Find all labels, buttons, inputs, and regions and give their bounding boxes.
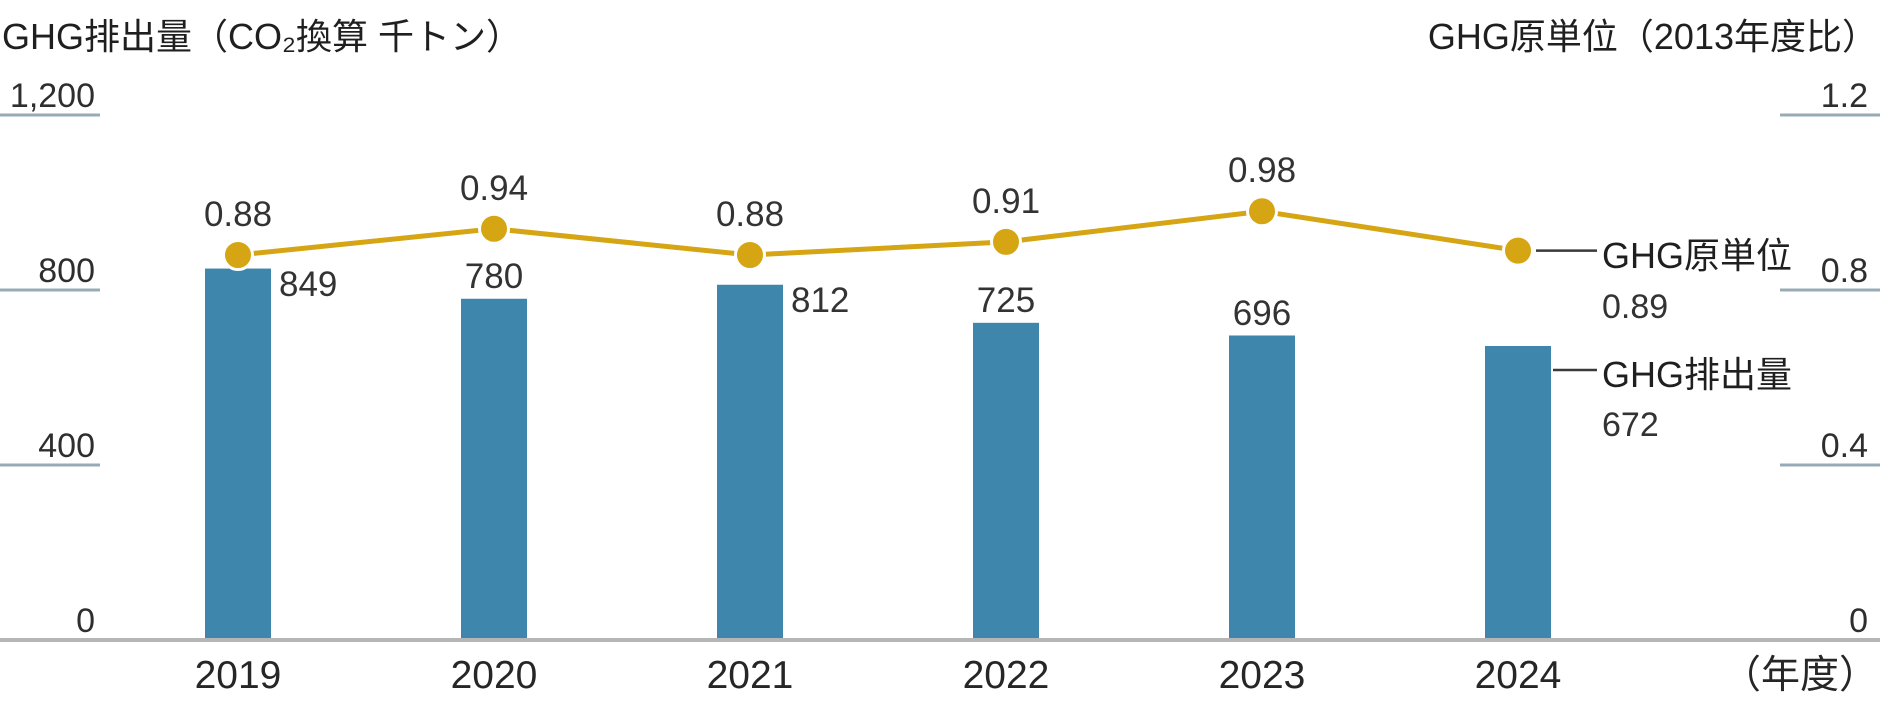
bar-2021: [717, 284, 783, 642]
bar-value-label: 725: [976, 281, 1036, 320]
right-axis-tick-label: 0.4: [1820, 427, 1868, 465]
x-axis-label-2019: 2019: [194, 654, 282, 697]
left-axis-tick-label: 0: [76, 602, 95, 640]
left-axis-tick-label: 800: [38, 252, 95, 290]
left-axis-title: GHG排出量（CO₂換算 千トン）: [2, 16, 522, 57]
right-axis-title: GHG原単位（2013年度比）: [1427, 16, 1878, 57]
line-marker-2019: [222, 239, 254, 271]
bar-2022: [973, 322, 1039, 642]
bar-value-label: 780: [464, 257, 524, 296]
bar-value-label: 812: [791, 281, 850, 320]
line-value-label: 0.91: [971, 182, 1041, 221]
left-axis-tick-label: 400: [38, 427, 95, 465]
bar-2019: [205, 268, 271, 642]
x-axis-label-2024: 2024: [1474, 654, 1562, 697]
legend-bar-value: 672: [1602, 406, 1659, 444]
x-axis-unit-label: （年度）: [1721, 654, 1878, 697]
x-axis-label-2020: 2020: [450, 654, 538, 697]
right-axis-tick-label: 0: [1849, 602, 1868, 640]
right-axis-tick-label: 1.2: [1820, 77, 1868, 115]
legend-bar-label: GHG排出量: [1602, 354, 1793, 395]
line-marker-2020: [478, 212, 510, 245]
bar-2023: [1229, 335, 1295, 642]
line-marker-2024: [1502, 234, 1534, 267]
line-value-label: 0.88: [715, 195, 785, 234]
line-marker-2021: [734, 239, 766, 271]
right-axis-tick-label: 0.8: [1820, 252, 1868, 290]
intensity-line: [237, 208, 1519, 258]
line-value-label: 0.98: [1227, 151, 1297, 190]
left-axis-tick-label: 1,200: [9, 77, 95, 115]
bar-2024: [1485, 346, 1551, 642]
line-marker-2023: [1246, 195, 1278, 228]
legend-line-label: GHG原単位: [1602, 235, 1793, 276]
line-marker-2022: [990, 225, 1022, 258]
bar-2020: [461, 298, 527, 642]
line-value-label: 0.88: [203, 195, 273, 234]
x-axis-label-2023: 2023: [1218, 654, 1306, 697]
x-axis-label-2022: 2022: [962, 654, 1050, 697]
bar-value-label: 696: [1232, 294, 1292, 333]
line-value-label: 0.94: [459, 169, 529, 208]
legend-line-value: 0.89: [1602, 288, 1669, 326]
bar-value-label: 849: [279, 265, 338, 304]
x-axis-label-2021: 2021: [706, 654, 794, 697]
